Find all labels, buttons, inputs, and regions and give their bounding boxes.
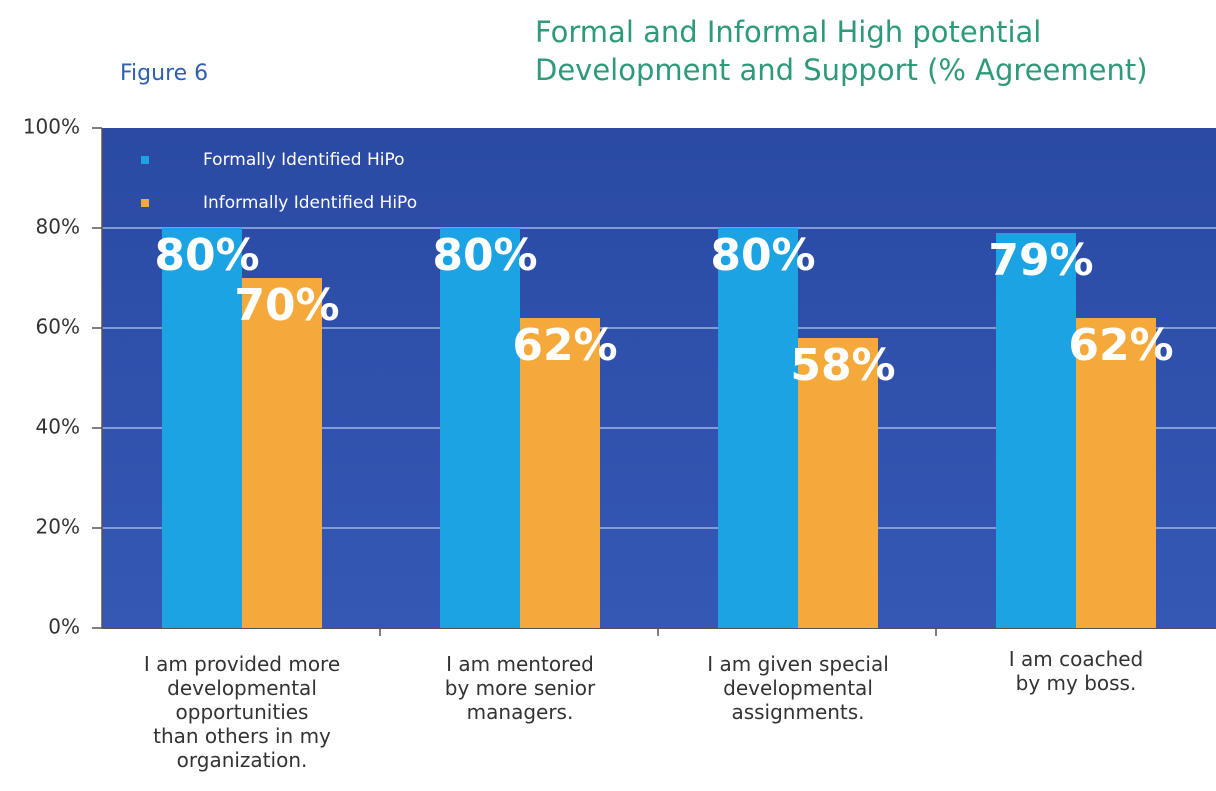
y-tick-label: 80% — [36, 215, 80, 239]
value-label: 70% — [234, 280, 339, 331]
value-label: 79% — [988, 235, 1093, 286]
y-tick-label: 0% — [48, 615, 80, 639]
x-tick-label: I am provided more developmental opportuni… — [144, 652, 340, 772]
value-label: 80% — [710, 230, 815, 281]
x-tick-label: I am mentored by more senior managers. — [445, 652, 596, 724]
bar — [798, 338, 878, 628]
y-tick-label: 100% — [23, 115, 80, 139]
legend-marker — [141, 156, 149, 164]
value-label: 62% — [512, 320, 617, 371]
legend-label: Informally Identified HiPo — [203, 193, 417, 213]
value-label: 80% — [432, 230, 537, 281]
bar — [162, 228, 242, 628]
bar — [520, 318, 600, 628]
bar — [440, 228, 520, 628]
y-tick-label: 60% — [36, 315, 80, 339]
value-label: 62% — [1068, 320, 1173, 371]
x-tick-label: I am given special developmental assignmen… — [707, 652, 889, 724]
y-tick-label: 40% — [36, 415, 80, 439]
legend-label: Formally Identified HiPo — [203, 150, 405, 170]
value-label: 80% — [154, 230, 259, 281]
chart-title: Formal and Informal High potential Develo… — [535, 15, 1148, 87]
figure-label: Figure 6 — [120, 61, 208, 86]
legend-marker — [141, 199, 149, 207]
bar — [242, 278, 322, 628]
bar — [996, 233, 1076, 628]
y-tick-label: 20% — [36, 515, 80, 539]
x-tick-label: I am coached by my boss. — [1009, 647, 1144, 695]
bar — [718, 228, 798, 628]
bar — [1076, 318, 1156, 628]
value-label: 58% — [790, 340, 895, 391]
